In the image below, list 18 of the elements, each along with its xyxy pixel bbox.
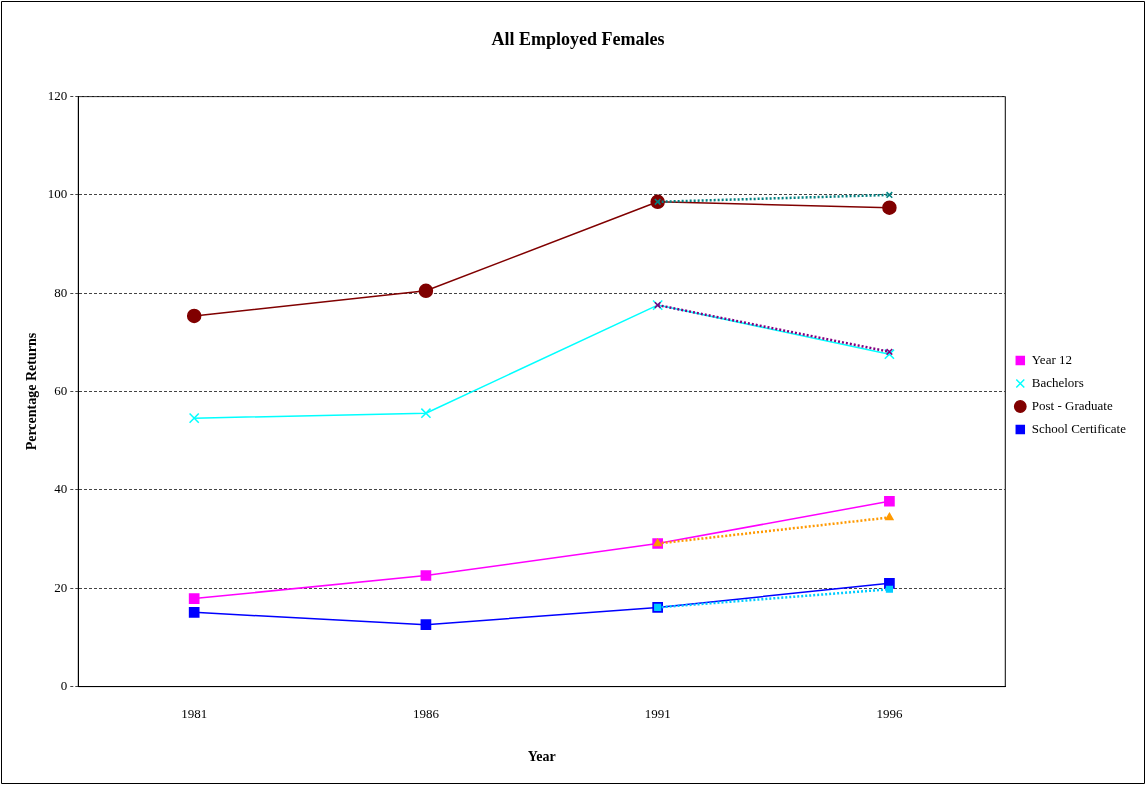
chart-title: All Employed Females [491, 29, 665, 50]
legend-label: Year 12 [1031, 351, 1072, 367]
y-tick-label: 20 [54, 579, 68, 595]
x-tick-label: 1991 [644, 705, 671, 721]
legend-label: Post - Graduate [1031, 397, 1113, 413]
y-tick-label: 0 [60, 678, 68, 694]
y-tick-label: 100 [47, 186, 68, 202]
x-tick-label: 1981 [181, 705, 208, 721]
y-axis-title: Percentage Returns [24, 332, 40, 451]
x-tick-label: 1986 [412, 705, 440, 721]
x-axis-title: Year [527, 749, 556, 765]
y-tick-label: 60 [54, 383, 68, 399]
legend-label: School Certificate [1031, 420, 1127, 436]
y-tick-label: 120 [47, 88, 68, 104]
y-tick-label: 40 [54, 481, 68, 497]
legend-label: Bachelors [1031, 374, 1084, 390]
y-tick-label: 80 [54, 284, 68, 300]
x-tick-label: 1996 [876, 705, 903, 721]
